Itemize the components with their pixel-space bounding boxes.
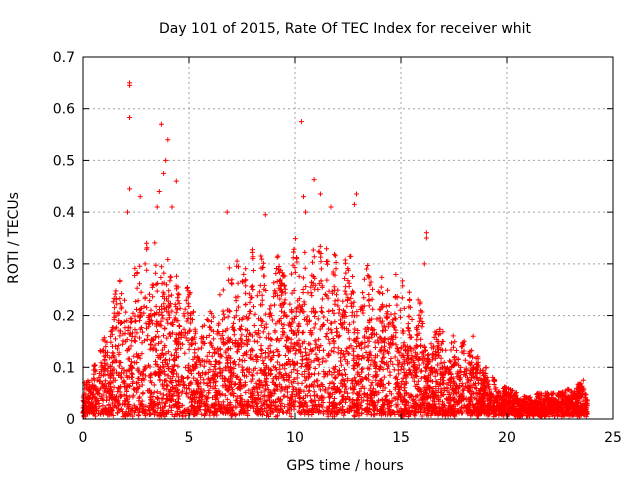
y-tick-label: 0.5 [53, 153, 75, 169]
axis-ticks: 0 0.1 0.2 0.3 0.4 0.5 0.6 0.7 0 5 10 15 20 25 [53, 50, 622, 446]
y-axis-label: ROTI / TECUs [6, 192, 22, 284]
data-points [80, 80, 590, 420]
y-tick-label: 0.7 [53, 50, 75, 66]
x-tick-label: 5 [185, 430, 194, 446]
x-axis-label: GPS time / hours [286, 458, 403, 474]
y-tick-label: 0.6 [53, 102, 75, 118]
x-tick-label: 15 [392, 430, 410, 446]
y-tick-label: 0 [66, 412, 75, 428]
y-tick-label: 0.4 [53, 205, 75, 221]
x-tick-label: 25 [604, 430, 622, 446]
x-tick-label: 0 [79, 430, 88, 446]
x-tick-label: 20 [498, 430, 516, 446]
plot-frame [82, 56, 614, 420]
y-tick-label: 0.3 [53, 257, 75, 273]
y-tick-label: 0.2 [53, 309, 75, 325]
chart-title: Day 101 of 2015, Rate Of TEC Index for r… [159, 21, 532, 37]
y-tick-label: 0.1 [53, 360, 75, 376]
roti-data-markers [80, 80, 590, 420]
x-tick-label: 10 [286, 430, 304, 446]
